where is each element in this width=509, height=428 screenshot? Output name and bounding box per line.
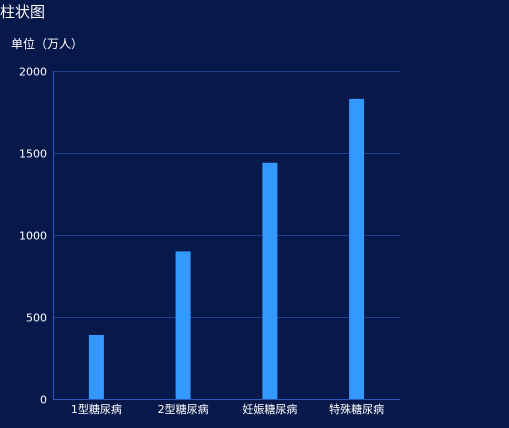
y-tick-label: 2000	[19, 66, 47, 79]
bar	[88, 335, 104, 399]
y-axis-unit-label: 单位（万人）	[11, 37, 84, 51]
y-tick-label: 0	[40, 394, 47, 407]
y-tick-label: 1500	[19, 148, 47, 161]
x-tick-label: 2型糖尿病	[158, 402, 209, 416]
bar	[262, 162, 278, 399]
chart-title: 柱状图	[0, 3, 46, 21]
x-tick-label: 妊娠糖尿病	[242, 402, 297, 416]
bar	[349, 98, 365, 400]
x-tick-label: 特殊糖尿病	[329, 402, 384, 416]
x-tick-label: 1型糖尿病	[71, 402, 122, 416]
y-tick-label: 1000	[19, 230, 47, 243]
bar	[175, 251, 191, 399]
y-tick-label: 500	[26, 312, 47, 325]
